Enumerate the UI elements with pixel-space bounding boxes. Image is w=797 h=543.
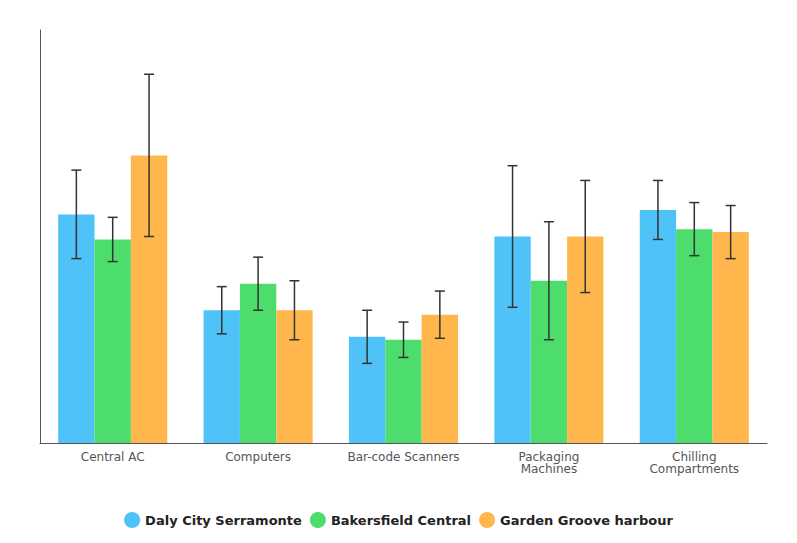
svg-text:Machines: Machines bbox=[521, 462, 577, 476]
svg-text:Compartments: Compartments bbox=[649, 462, 739, 476]
svg-text:Computers: Computers bbox=[225, 450, 291, 464]
svg-text:Packaging: Packaging bbox=[518, 450, 580, 464]
svg-text:Daly City Serramonte: Daly City Serramonte bbox=[145, 513, 302, 528]
svg-text:Central AC: Central AC bbox=[81, 450, 145, 464]
svg-text:Chilling: Chilling bbox=[672, 450, 717, 464]
svg-text:Bar-code Scanners: Bar-code Scanners bbox=[347, 450, 459, 464]
svg-text:Bakersfield Central: Bakersfield Central bbox=[331, 513, 471, 528]
svg-text:Garden Groove harbour: Garden Groove harbour bbox=[500, 513, 673, 528]
